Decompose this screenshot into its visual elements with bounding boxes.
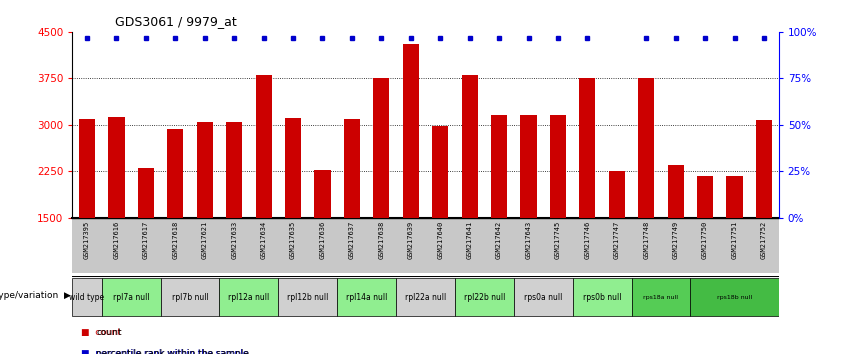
Text: wild type: wild type [70, 293, 105, 302]
Bar [631, 278, 690, 316]
Text: GSM217747: GSM217747 [614, 221, 620, 259]
Text: ■  count: ■ count [81, 328, 121, 337]
Text: GSM217745: GSM217745 [555, 221, 561, 259]
Bar [756, 120, 772, 218]
Bar [461, 75, 477, 218]
Text: GSM217637: GSM217637 [349, 221, 355, 259]
Bar [521, 115, 537, 218]
Text: GDS3061 / 9979_at: GDS3061 / 9979_at [115, 15, 237, 28]
Text: rps0a null: rps0a null [524, 293, 563, 302]
Text: GSM217621: GSM217621 [202, 221, 208, 259]
Bar [255, 75, 271, 218]
Bar [667, 165, 683, 218]
Bar [638, 78, 654, 218]
Bar [514, 278, 573, 316]
Text: genotype/variation  ▶: genotype/variation ▶ [0, 291, 71, 300]
Text: GSM217640: GSM217640 [437, 221, 443, 259]
Bar [337, 278, 396, 316]
Bar [138, 168, 154, 218]
Bar [108, 117, 124, 218]
Text: GSM217751: GSM217751 [732, 221, 738, 259]
Text: rpl12b null: rpl12b null [287, 293, 328, 302]
Text: rpl12a null: rpl12a null [228, 293, 270, 302]
Text: rps18b null: rps18b null [717, 295, 752, 300]
Text: ■  percentile rank within the sample: ■ percentile rank within the sample [81, 349, 248, 354]
Text: GSM217639: GSM217639 [408, 221, 414, 259]
Bar [396, 278, 455, 316]
Bar [197, 122, 213, 218]
Bar [161, 278, 220, 316]
Text: GSM217748: GSM217748 [643, 221, 649, 259]
Text: GSM217750: GSM217750 [702, 221, 708, 259]
Text: GSM217643: GSM217643 [526, 221, 532, 259]
Bar [226, 122, 243, 218]
Text: GSM217634: GSM217634 [260, 221, 266, 259]
Bar [374, 78, 390, 218]
Bar [403, 44, 419, 218]
Text: rpl7a null: rpl7a null [113, 293, 150, 302]
Bar [285, 118, 301, 218]
Text: count: count [96, 328, 122, 337]
Bar [168, 129, 184, 218]
Text: GSM217752: GSM217752 [761, 221, 767, 259]
Text: rps0b null: rps0b null [583, 293, 621, 302]
Text: GSM217395: GSM217395 [84, 221, 90, 259]
Text: GSM217638: GSM217638 [379, 221, 385, 259]
Text: GSM217641: GSM217641 [466, 221, 472, 259]
Text: rps18a null: rps18a null [643, 295, 678, 300]
Text: rpl7b null: rpl7b null [172, 293, 208, 302]
Text: rpl22a null: rpl22a null [405, 293, 446, 302]
Bar [455, 278, 514, 316]
Text: GSM217636: GSM217636 [319, 221, 325, 259]
Text: GSM217749: GSM217749 [672, 221, 678, 259]
Text: rpl14a null: rpl14a null [346, 293, 387, 302]
Bar [573, 278, 631, 316]
Bar [727, 176, 743, 218]
Bar [491, 115, 507, 218]
Bar [220, 278, 278, 316]
Text: GSM217635: GSM217635 [290, 221, 296, 259]
Bar [432, 126, 448, 218]
Bar [278, 278, 337, 316]
Bar [314, 170, 330, 218]
Text: GSM217746: GSM217746 [585, 221, 591, 259]
Text: GSM217633: GSM217633 [231, 221, 237, 259]
Text: GSM217618: GSM217618 [173, 221, 179, 259]
Bar [608, 171, 625, 218]
Bar [79, 119, 95, 218]
Text: GSM217617: GSM217617 [143, 221, 149, 259]
Text: GSM217642: GSM217642 [496, 221, 502, 259]
Text: GSM217616: GSM217616 [113, 221, 119, 259]
Bar [580, 78, 596, 218]
Bar [550, 115, 566, 218]
Bar [690, 278, 779, 316]
Text: rpl22b null: rpl22b null [464, 293, 505, 302]
Text: percentile rank within the sample: percentile rank within the sample [96, 349, 249, 354]
Bar [102, 278, 161, 316]
Bar [72, 278, 102, 316]
Bar [344, 119, 360, 218]
Bar [697, 176, 713, 218]
